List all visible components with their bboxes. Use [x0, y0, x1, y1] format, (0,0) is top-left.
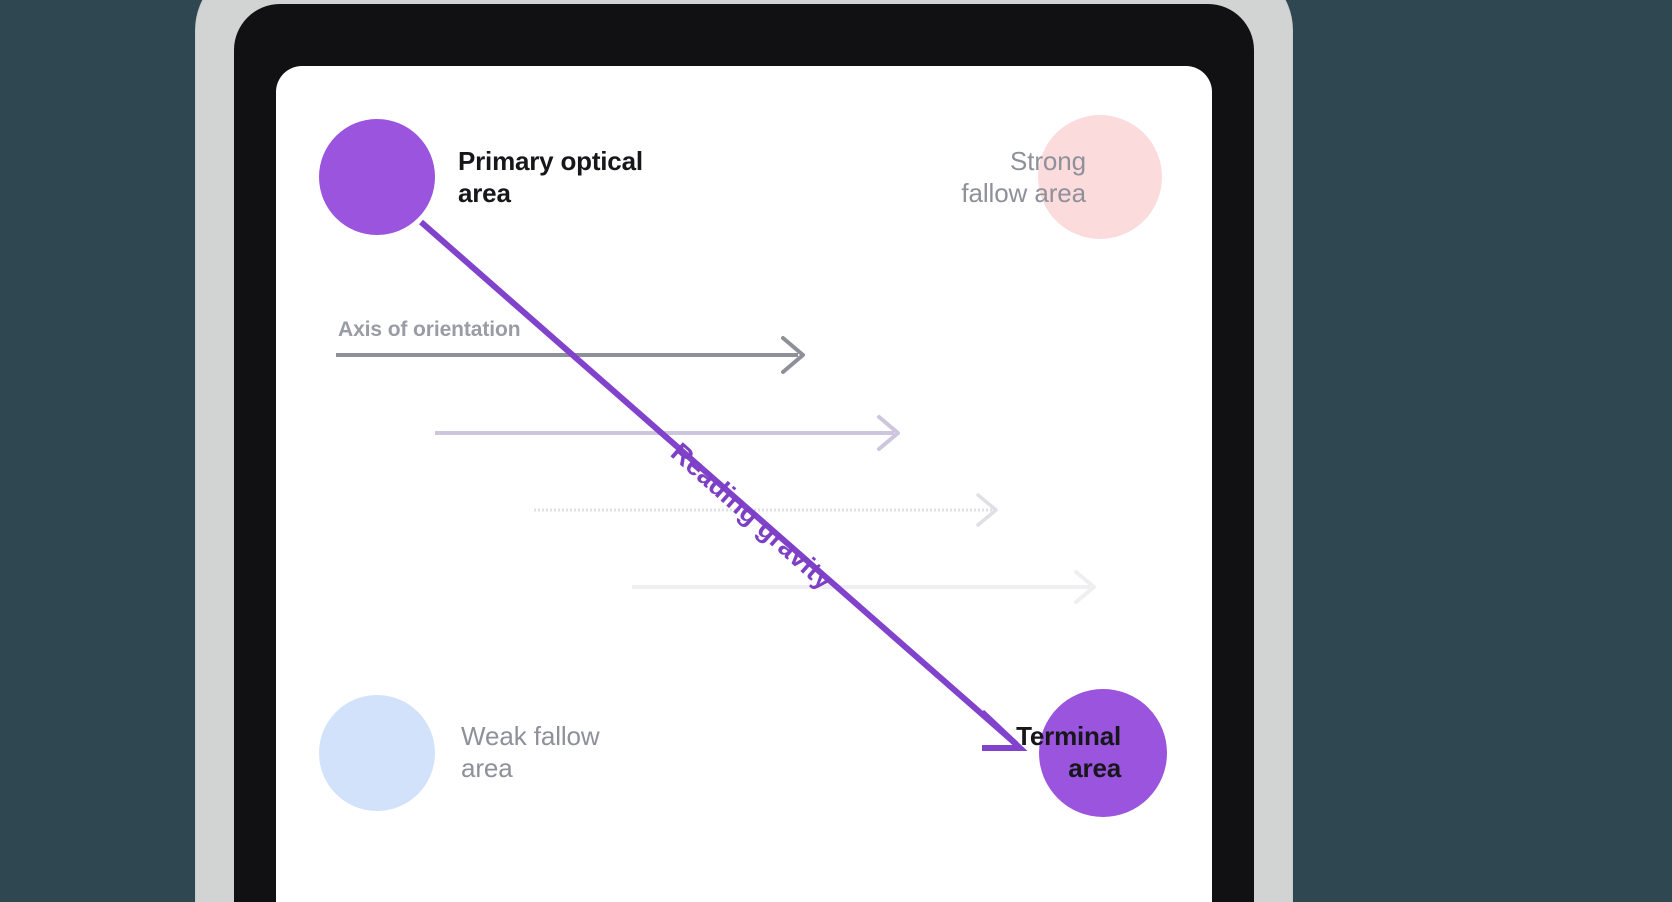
label-strong-fallow-area: Strong fallow area	[961, 146, 1086, 208]
circle-primary-optical-area	[319, 119, 435, 235]
diagram-canvas: Primary optical area Strong fallow area …	[276, 66, 1212, 902]
reading-gravity-arrow	[419, 219, 1028, 751]
circle-weak-fallow-area	[319, 695, 435, 811]
axis-arrow-3	[534, 493, 998, 527]
device-screen: Primary optical area Strong fallow area …	[276, 66, 1212, 902]
circle-terminal-area	[1039, 689, 1167, 817]
label-weak-fallow-area: Weak fallow area	[461, 721, 600, 783]
circle-strong-fallow-area	[1038, 115, 1162, 239]
axis-arrow-4	[632, 570, 1096, 604]
axis-arrow-2	[435, 415, 900, 451]
device-frame: Primary optical area Strong fallow area …	[196, 0, 1292, 902]
label-axis-of-orientation: Axis of orientation	[338, 318, 521, 341]
axis-arrow-1	[336, 336, 805, 374]
diagram-graphics	[319, 115, 1167, 817]
label-terminal-area: Terminal area	[1016, 721, 1121, 783]
label-primary-optical-area: Primary optical area	[458, 146, 643, 208]
